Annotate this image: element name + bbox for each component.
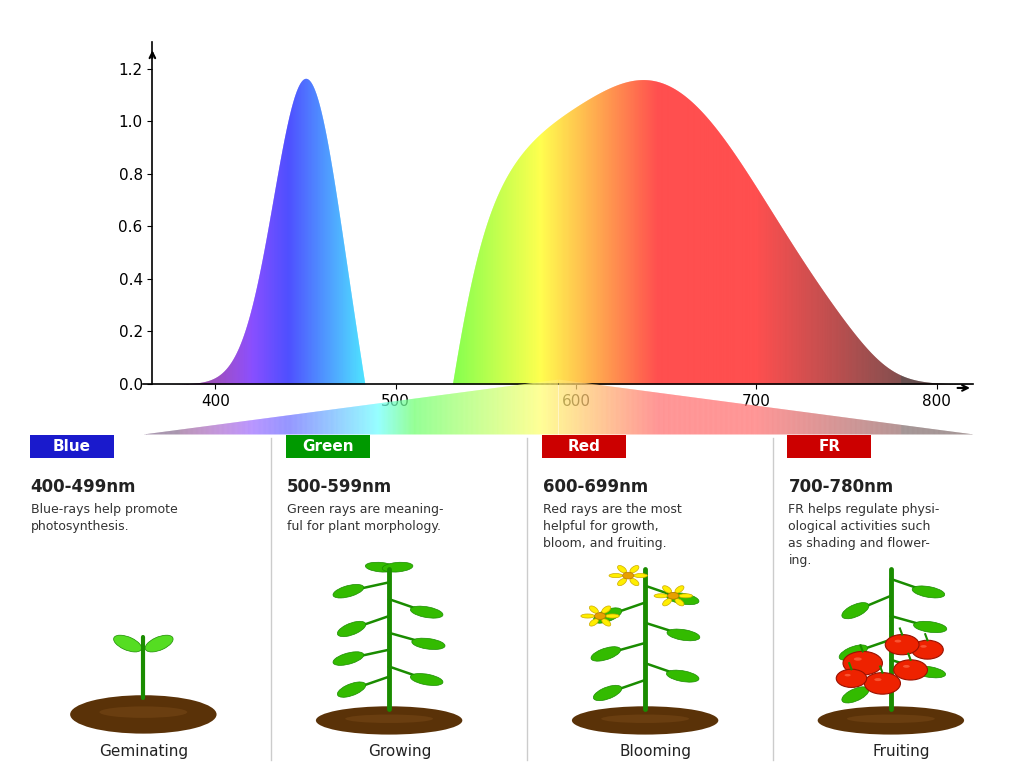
Ellipse shape xyxy=(345,714,433,723)
Circle shape xyxy=(911,641,943,659)
Ellipse shape xyxy=(315,707,463,734)
Ellipse shape xyxy=(591,647,621,661)
Ellipse shape xyxy=(675,598,684,606)
Ellipse shape xyxy=(845,674,851,677)
Circle shape xyxy=(894,660,928,680)
Ellipse shape xyxy=(602,606,610,614)
Ellipse shape xyxy=(593,685,622,700)
Ellipse shape xyxy=(571,707,719,734)
Ellipse shape xyxy=(593,607,622,623)
Ellipse shape xyxy=(675,586,684,593)
Circle shape xyxy=(837,669,866,687)
Ellipse shape xyxy=(912,666,945,678)
Text: Fruiting: Fruiting xyxy=(872,743,930,759)
Text: 700-780nm: 700-780nm xyxy=(788,478,894,495)
Circle shape xyxy=(885,634,920,655)
Text: Blooming: Blooming xyxy=(620,743,691,759)
Ellipse shape xyxy=(630,565,639,573)
Ellipse shape xyxy=(654,594,668,598)
Ellipse shape xyxy=(333,652,364,665)
Ellipse shape xyxy=(337,682,366,697)
Text: Growing: Growing xyxy=(368,743,431,759)
Ellipse shape xyxy=(842,687,869,703)
Text: FR helps regulate physi-
ological activities such
as shading and flower-
ing.: FR helps regulate physi- ological activi… xyxy=(788,503,940,567)
Text: 500-599nm: 500-599nm xyxy=(287,478,392,495)
Ellipse shape xyxy=(333,584,364,598)
Ellipse shape xyxy=(679,594,692,598)
Ellipse shape xyxy=(411,674,443,686)
Ellipse shape xyxy=(581,614,595,618)
Ellipse shape xyxy=(842,603,869,619)
Ellipse shape xyxy=(601,714,689,723)
Ellipse shape xyxy=(366,562,396,572)
Text: FR: FR xyxy=(818,439,841,454)
Ellipse shape xyxy=(921,645,927,647)
Ellipse shape xyxy=(602,619,610,626)
Text: Blue-rays help promote
photosynthesis.: Blue-rays help promote photosynthesis. xyxy=(31,503,177,533)
Ellipse shape xyxy=(337,621,366,637)
Ellipse shape xyxy=(667,670,699,682)
Ellipse shape xyxy=(617,578,627,586)
Ellipse shape xyxy=(609,574,623,578)
Ellipse shape xyxy=(411,606,443,618)
Ellipse shape xyxy=(912,586,945,598)
Ellipse shape xyxy=(114,635,141,652)
Ellipse shape xyxy=(145,635,173,652)
Ellipse shape xyxy=(605,614,620,618)
Text: Geminating: Geminating xyxy=(98,743,188,759)
Ellipse shape xyxy=(903,665,909,668)
Ellipse shape xyxy=(634,574,647,578)
Ellipse shape xyxy=(630,578,639,586)
Circle shape xyxy=(864,673,900,694)
Ellipse shape xyxy=(667,629,699,641)
Circle shape xyxy=(843,651,883,675)
Ellipse shape xyxy=(667,593,699,604)
Ellipse shape xyxy=(99,707,187,718)
Text: 600-699nm: 600-699nm xyxy=(543,478,648,495)
Text: Green rays are meaning-
ful for plant morphology.: Green rays are meaning- ful for plant mo… xyxy=(287,503,443,533)
Circle shape xyxy=(668,592,679,599)
Text: Red: Red xyxy=(567,439,600,454)
Circle shape xyxy=(595,613,605,619)
Ellipse shape xyxy=(617,565,627,573)
Ellipse shape xyxy=(895,640,901,643)
Text: Red rays are the most
helpful for growth,
bloom, and fruiting.: Red rays are the most helpful for growth… xyxy=(543,503,681,550)
Text: Green: Green xyxy=(302,439,353,454)
Ellipse shape xyxy=(839,645,867,660)
Ellipse shape xyxy=(590,606,598,614)
Text: 400-499nm: 400-499nm xyxy=(31,478,136,495)
Ellipse shape xyxy=(874,678,882,681)
Ellipse shape xyxy=(382,562,413,572)
Ellipse shape xyxy=(847,714,935,723)
Circle shape xyxy=(623,572,634,579)
Ellipse shape xyxy=(854,657,862,660)
Ellipse shape xyxy=(913,621,947,633)
Ellipse shape xyxy=(70,695,217,733)
Ellipse shape xyxy=(817,707,965,734)
Ellipse shape xyxy=(663,598,672,606)
Ellipse shape xyxy=(590,619,598,626)
Ellipse shape xyxy=(663,586,672,593)
Text: Blue: Blue xyxy=(52,439,91,454)
Ellipse shape xyxy=(412,638,445,650)
